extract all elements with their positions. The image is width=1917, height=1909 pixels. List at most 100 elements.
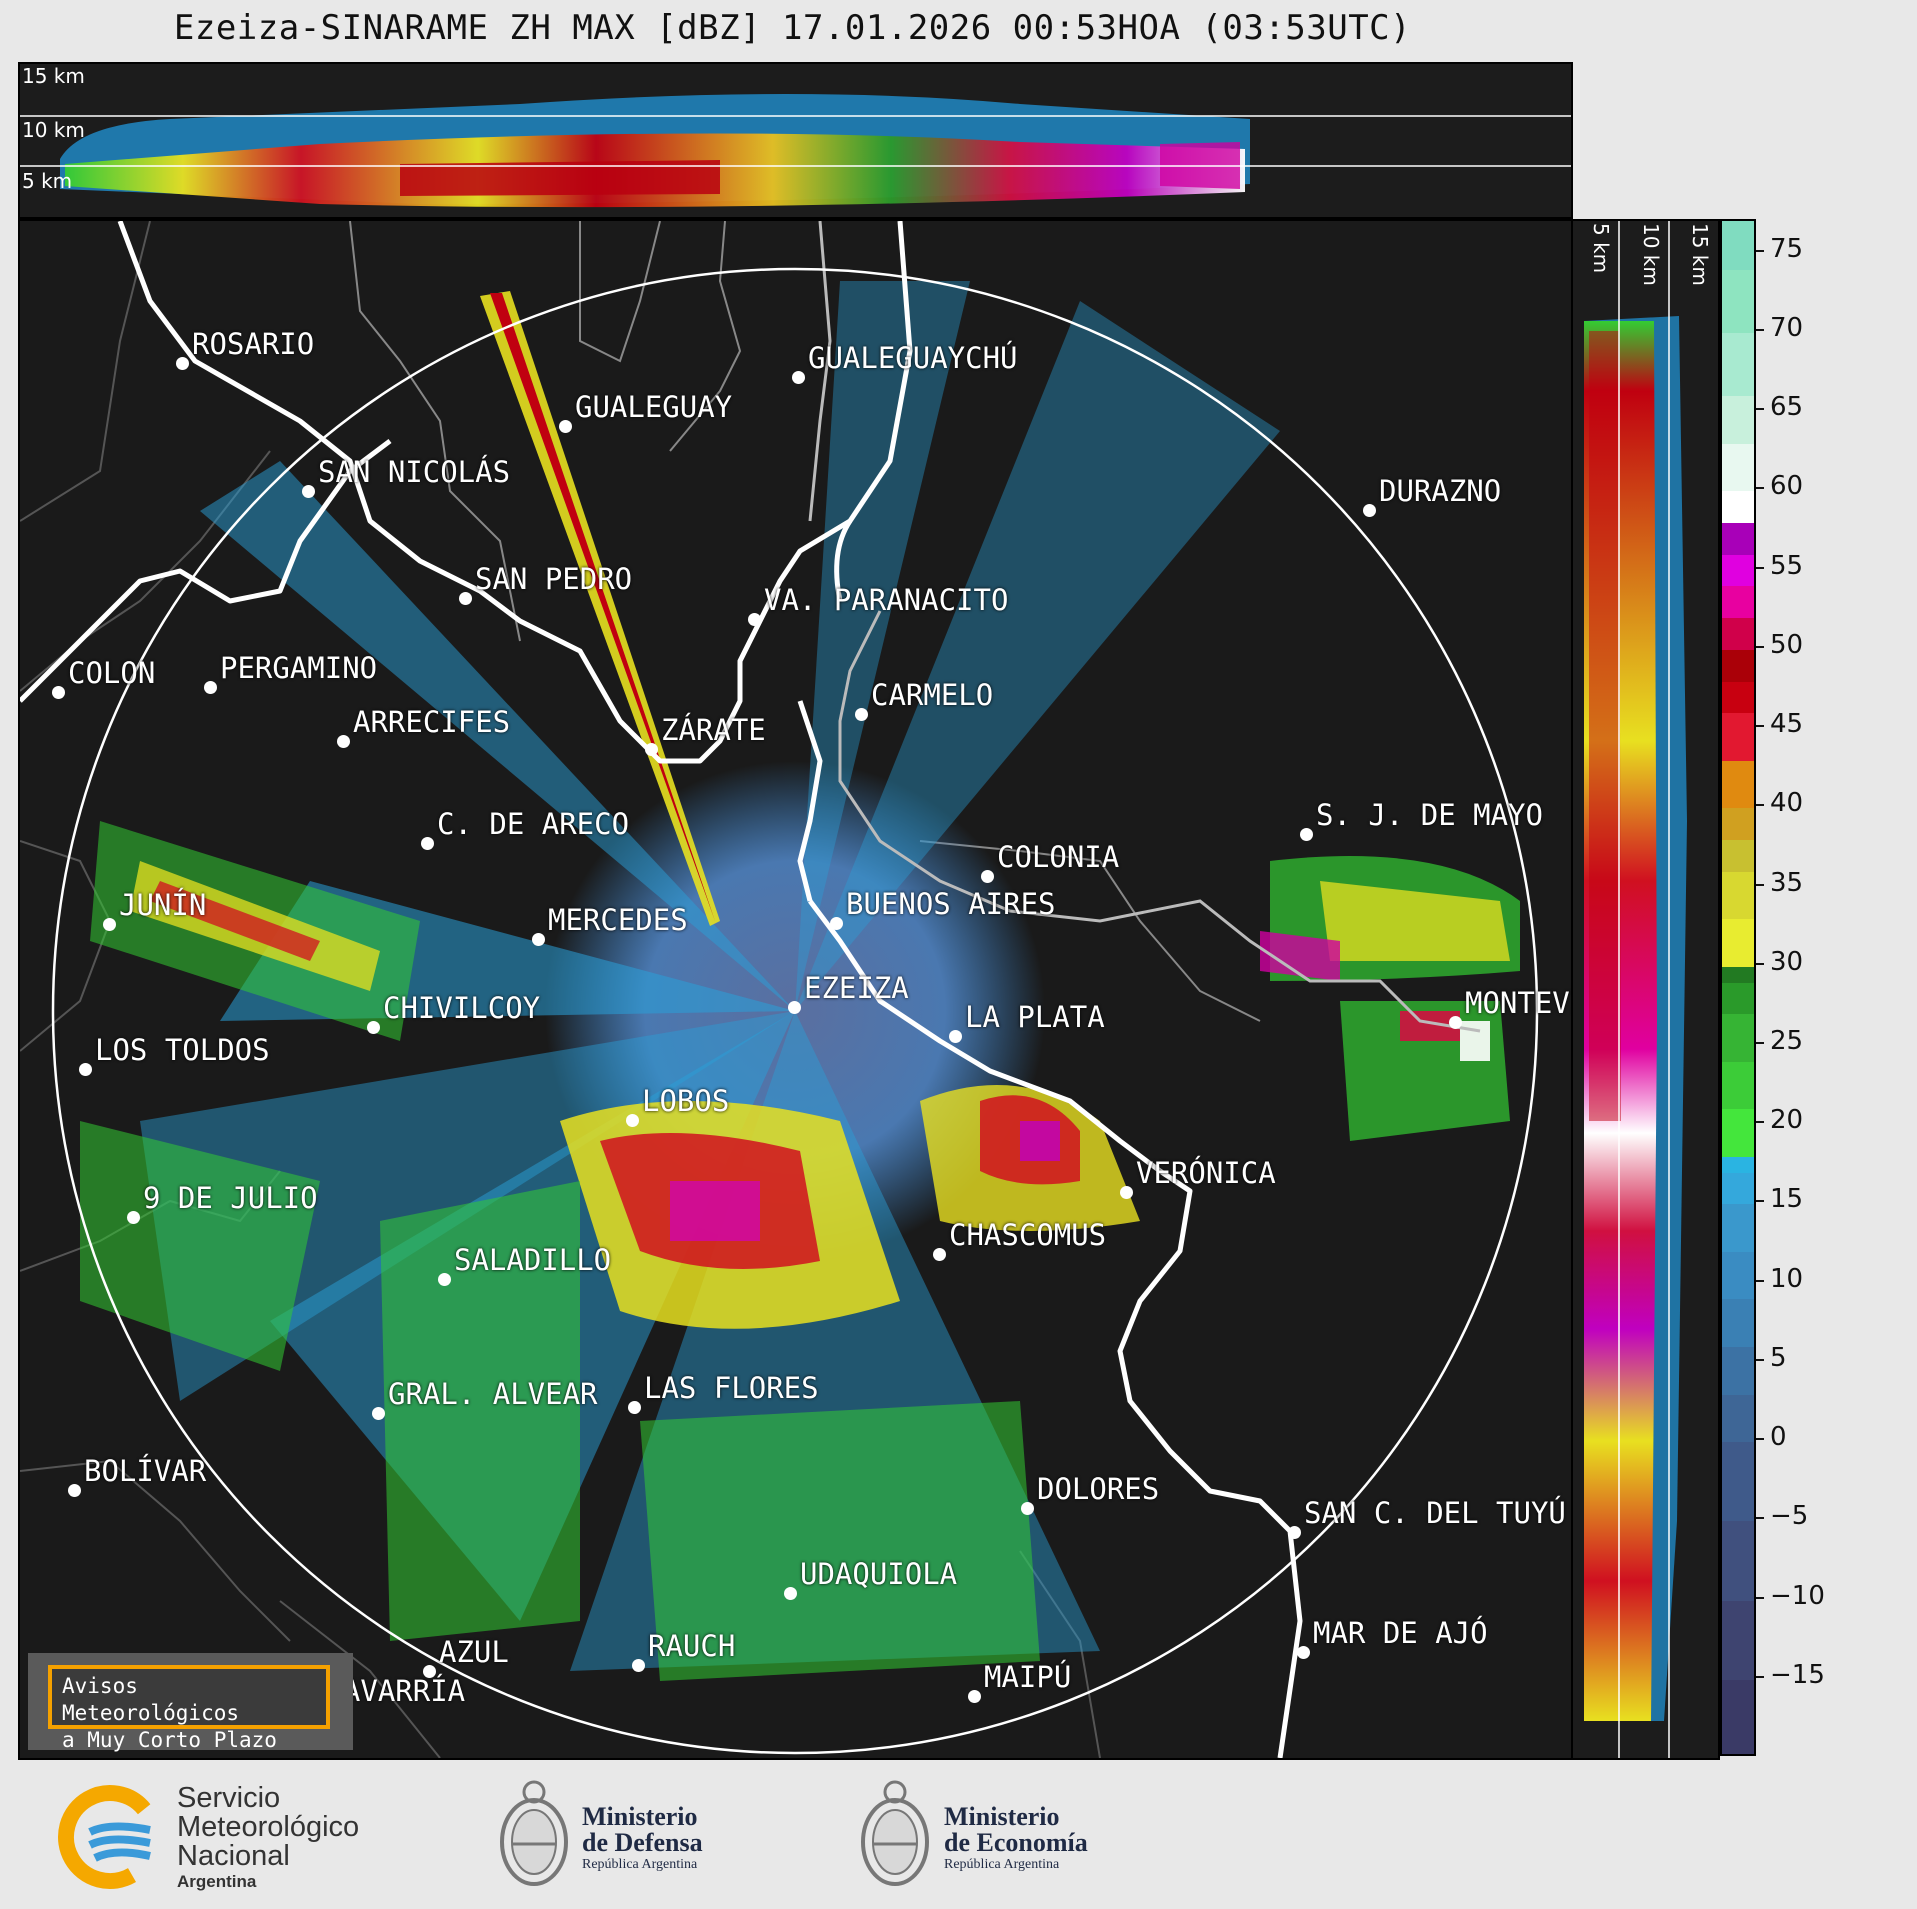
colorbar [1720,219,1756,1756]
city-dot [1297,1646,1310,1659]
level-label: 15 km [22,64,85,88]
colorbar-segment [1722,981,1754,1015]
city-label: SALADILLO [454,1243,612,1277]
colorbar-segment [1722,1346,1754,1395]
city-label: SAN NICOLÁS [318,455,511,489]
city-label: UDAQUIOLA [800,1557,958,1591]
city-dot [1288,1526,1301,1539]
city-label: GUALEGUAY [575,390,733,424]
city-label: MONTEVIDEO [1465,986,1571,1020]
city-label: ROSARIO [192,327,315,361]
colorbar-segment [1722,617,1754,650]
colorbar-tick-label: 55 [1770,550,1804,581]
avisos-line1: Avisos Meteorológicos [62,1674,240,1725]
city-label: CARMELO [871,678,994,712]
colorbar-segment [1722,585,1754,619]
city-dot [421,837,434,850]
colorbar-segment [1722,1441,1754,1522]
city-dot [632,1659,645,1672]
city-dot [1449,1016,1462,1029]
city-dot [830,917,843,930]
colorbar-tick-label: 70 [1770,312,1804,343]
colorbar-segment [1722,680,1754,714]
city-label: 9 DE JULIO [143,1181,318,1215]
colorbar-tick-label: 30 [1770,946,1804,977]
colorbar-tick-label: 75 [1770,233,1804,264]
city-label: LAS FLORES [644,1371,819,1405]
city-dot [968,1690,981,1703]
city-dot [949,1030,962,1043]
colorbar-tick-label: 35 [1770,867,1804,898]
colorbar-tick-label: 15 [1770,1184,1804,1215]
city-dot [784,1587,797,1600]
top-cross-section [20,94,1571,208]
economia-line3: República Argentina [944,1857,1060,1872]
economia-line2: de Economía [944,1828,1088,1857]
avisos-panel: Avisos Meteorológicos a Muy Corto Plazo [28,1653,353,1752]
avisos-button[interactable]: Avisos Meteorológicos a Muy Corto Plazo [48,1665,330,1752]
smn-line3: Nacional [177,1840,290,1872]
colorbar-tick-label: 45 [1770,709,1804,740]
city-label: LA PLATA [965,1000,1105,1034]
city-label: SAN PEDRO [475,562,633,596]
city-label: VA. PARANACITO [764,583,1009,617]
city-dot [204,681,217,694]
city-label: VERÓNICA [1136,1156,1276,1190]
city-dot [1363,504,1376,517]
city-label: BUENOS AIRES [846,887,1056,921]
city-dot [337,735,350,748]
city-dot [127,1211,140,1224]
colorbar-segment [1722,648,1754,682]
smn-logo-text: Servicio Meteorológico Nacional Argentin… [177,1784,359,1893]
city-dot [176,357,189,370]
city-label: ZÁRATE [661,713,766,747]
colorbar-segment [1722,1060,1754,1110]
colorbar-segment [1722,490,1754,524]
colorbar-segment [1722,1250,1754,1300]
colorbar-tick-label: 25 [1770,1025,1804,1056]
city-label: COLON [68,656,156,690]
right-cross-section-panel: 5 km 10 km 15 km [1569,219,1720,1760]
colorbar-segment [1722,395,1754,444]
colorbar-segment [1722,1108,1754,1157]
smn-logo-icon [57,1785,162,1889]
colorbar-segment [1722,1393,1754,1443]
economia-line1: Ministerio [944,1802,1060,1831]
colorbar-segment [1722,759,1754,809]
city-dot [933,1248,946,1261]
colorbar-segment [1722,807,1754,840]
radar-map-svg [20,221,1539,1758]
city-dot [645,743,658,756]
colorbar-tick-label: −10 [1770,1580,1825,1611]
radar-echoes [80,281,1520,1681]
level-label: 10 km [1639,223,1663,286]
colorbar-segment [1722,1171,1754,1205]
city-label: ARRECIFES [353,705,511,739]
city-dot [367,1021,380,1034]
colorbar-segment [1722,442,1754,492]
colorbar-tick-label: −15 [1770,1659,1825,1690]
colorbar-segment [1722,1678,1754,1754]
city-dot [788,1001,801,1014]
smn-line2: Meteorológico [177,1811,360,1843]
city-dot [981,870,994,883]
colorbar-segment [1722,712,1754,761]
colorbar-segment [1722,1599,1754,1680]
city-label: S. J. DE MAYO [1316,798,1543,832]
city-label: GRAL. ALVEAR [388,1377,598,1411]
colorbar-segment [1722,553,1754,587]
city-dot [532,933,545,946]
city-label: AZUL [439,1635,509,1669]
colorbar-ticks: 75 70 65 60 55 50 45 40 35 30 25 20 15 10 5 0 −5 −10 −15 [1756,219,1916,1756]
city-label: EZEIZA [804,971,909,1005]
colorbar-segment [1722,918,1754,967]
defensa-logo-text: Ministerio de Defensa República Argentin… [582,1804,703,1874]
right-cross-section [1584,221,1687,1758]
colorbar-segment [1722,268,1754,333]
defensa-line3: República Argentina [582,1857,698,1872]
colorbar-tick-label: 5 [1770,1342,1787,1373]
defensa-line1: Ministerio [582,1802,698,1831]
city-label: JUNÍN [119,888,207,922]
colorbar-segment [1722,1520,1754,1601]
economia-logo-text: Ministerio de Economía República Argenti… [944,1804,1088,1874]
